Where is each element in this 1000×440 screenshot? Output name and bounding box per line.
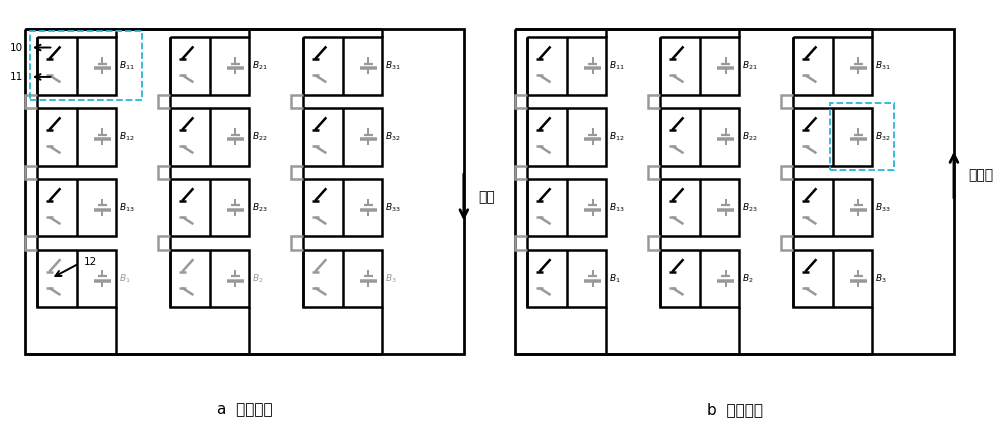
Text: $B_{31}$: $B_{31}$ (875, 59, 890, 72)
Text: $B_{21}$: $B_{21}$ (252, 59, 267, 72)
Text: $B_1$: $B_1$ (119, 272, 130, 285)
Text: 充电桩: 充电桩 (968, 168, 993, 182)
Text: $B_{32}$: $B_{32}$ (385, 130, 400, 143)
Text: $B_{13}$: $B_{13}$ (609, 201, 624, 214)
Text: $B_{12}$: $B_{12}$ (119, 130, 134, 143)
Text: b  充电模式: b 充电模式 (707, 403, 763, 418)
Text: $B_{22}$: $B_{22}$ (742, 130, 757, 143)
Text: $B_{23}$: $B_{23}$ (252, 201, 267, 214)
Text: $B_{33}$: $B_{33}$ (385, 201, 400, 214)
Text: $B_{32}$: $B_{32}$ (875, 130, 890, 143)
Text: $B_{11}$: $B_{11}$ (119, 59, 134, 72)
Text: $B_{21}$: $B_{21}$ (742, 59, 757, 72)
Text: $B_3$: $B_3$ (875, 272, 886, 285)
Text: $B_2$: $B_2$ (252, 272, 263, 285)
Text: 12: 12 (84, 257, 97, 267)
Text: $B_{12}$: $B_{12}$ (609, 130, 624, 143)
Text: $B_{31}$: $B_{31}$ (385, 59, 400, 72)
Text: $B_{23}$: $B_{23}$ (742, 201, 757, 214)
Text: $B_2$: $B_2$ (742, 272, 753, 285)
Text: 负载: 负载 (478, 190, 495, 204)
Text: $B_{13}$: $B_{13}$ (119, 201, 134, 214)
Text: $B_{11}$: $B_{11}$ (609, 59, 624, 72)
Text: $B_{33}$: $B_{33}$ (875, 201, 890, 214)
Text: a  放电模式: a 放电模式 (217, 403, 272, 418)
Text: $B_3$: $B_3$ (385, 272, 396, 285)
Text: 10: 10 (10, 43, 23, 52)
Text: $B_{22}$: $B_{22}$ (252, 130, 267, 143)
Text: $B_1$: $B_1$ (609, 272, 620, 285)
Text: 11: 11 (10, 72, 23, 82)
